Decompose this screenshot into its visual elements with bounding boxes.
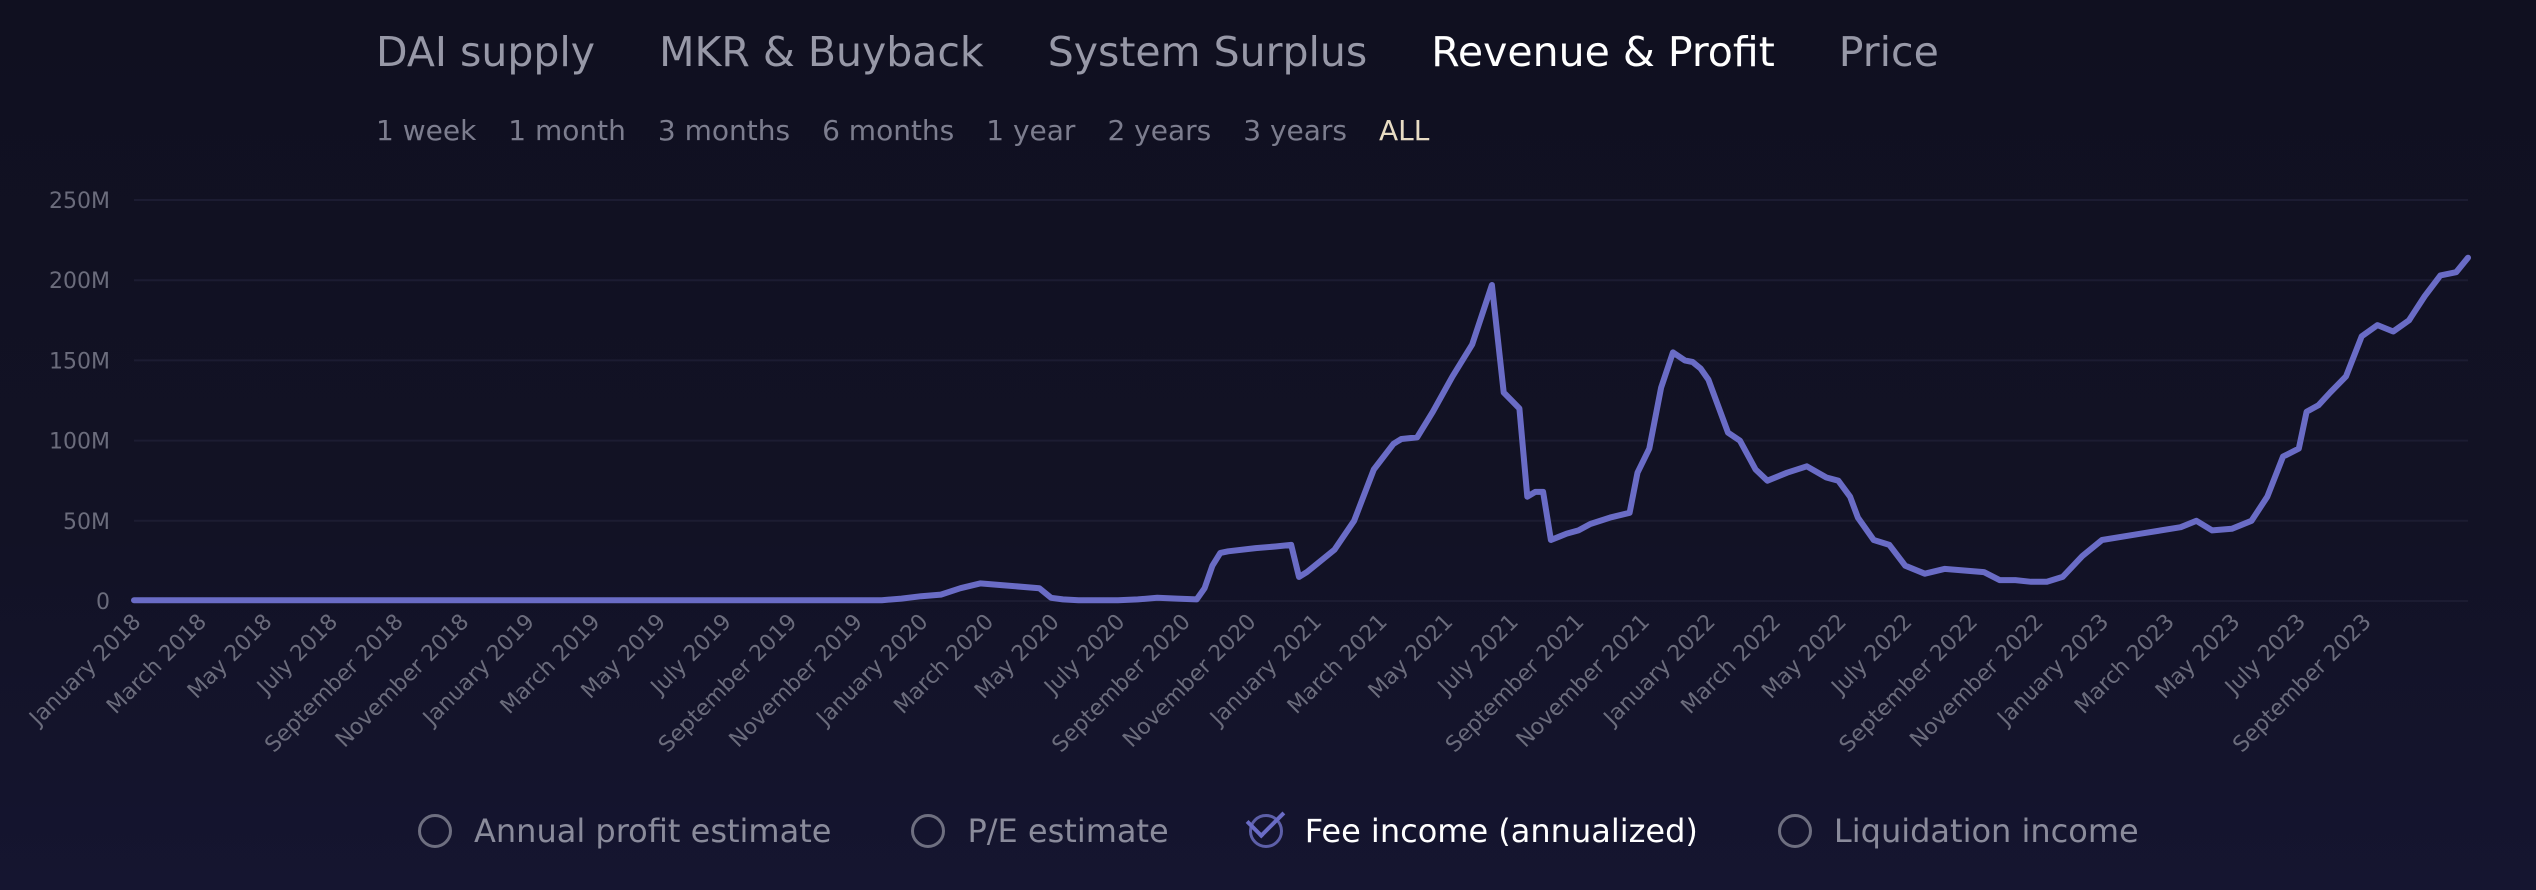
range-3-months[interactable]: 3 months <box>657 114 791 147</box>
y-tick-label: 50M <box>63 510 110 535</box>
legend-label: P/E estimate <box>967 812 1169 850</box>
range-3-years[interactable]: 3 years <box>1243 114 1348 147</box>
chart-tabs: DAI supply MKR & Buyback System Surplus … <box>376 28 1939 76</box>
legend-annual-profit-estimate[interactable]: Annual profit estimate <box>418 812 831 850</box>
x-tick-label: January 2020 <box>811 610 934 733</box>
y-tick-label: 200M <box>49 269 110 294</box>
series-line-fee-income <box>131 254 2471 604</box>
y-tick-label: 100M <box>49 430 110 455</box>
y-tick-label: 150M <box>49 349 110 374</box>
legend-label: Annual profit estimate <box>474 812 832 850</box>
legend-label: Fee income (annualized) <box>1304 812 1698 850</box>
tab-price[interactable]: Price <box>1838 28 1939 76</box>
range-all[interactable]: ALL <box>1379 114 1430 147</box>
check-circle-icon <box>1245 798 1286 848</box>
x-tick-label: January 2019 <box>417 610 540 733</box>
legend-fee-income[interactable]: Fee income (annualized) <box>1245 798 1698 850</box>
time-range-selector: 1 week 1 month 3 months 6 months 1 year … <box>376 114 1429 147</box>
legend-pe-estimate[interactable]: P/E estimate <box>911 812 1169 850</box>
x-tick-label: January 2022 <box>1598 610 1721 733</box>
radio-icon <box>911 814 946 848</box>
chart-series <box>131 254 2471 604</box>
chart-legend: Annual profit estimate P/E estimate Fee … <box>418 798 2139 850</box>
range-1-year[interactable]: 1 year <box>986 114 1076 147</box>
x-tick-label: January 2023 <box>1992 610 2115 733</box>
tab-dai-supply[interactable]: DAI supply <box>376 28 596 76</box>
tab-mkr-buyback[interactable]: MKR & Buyback <box>659 28 984 76</box>
x-tick-label: January 2018 <box>24 610 147 733</box>
tab-revenue-profit[interactable]: Revenue & Profit <box>1431 28 1775 76</box>
y-tick-label: 0 <box>96 590 110 615</box>
legend-label: Liquidation income <box>1833 812 2139 850</box>
radio-icon <box>1777 814 1812 848</box>
legend-liquidation-income[interactable]: Liquidation income <box>1777 812 2139 850</box>
range-2-years[interactable]: 2 years <box>1107 114 1212 147</box>
chart-grid <box>134 199 2468 602</box>
x-tick-label: January 2021 <box>1204 610 1327 733</box>
radio-icon <box>418 814 452 848</box>
tab-system-surplus[interactable]: System Surplus <box>1047 28 1368 76</box>
y-axis-ticks: 0 50M 100M 150M 200M 250M <box>49 189 110 615</box>
range-1-month[interactable]: 1 month <box>508 114 626 147</box>
y-tick-label: 250M <box>49 189 110 214</box>
range-6-months[interactable]: 6 months <box>822 114 955 147</box>
range-1-week[interactable]: 1 week <box>376 114 477 147</box>
